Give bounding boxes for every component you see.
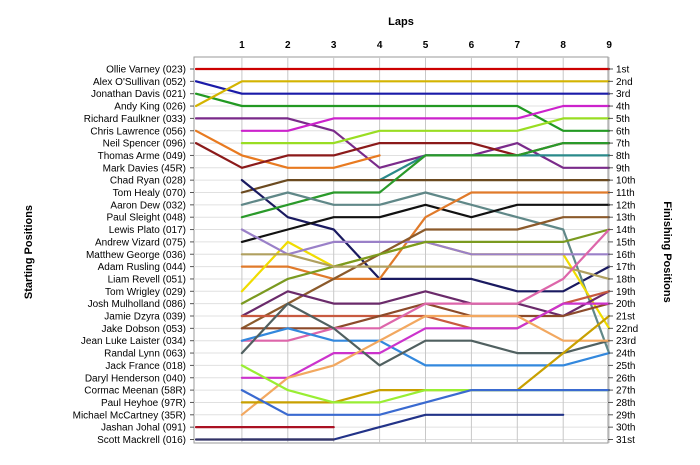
starting-position-label: Liam Revell (051) [108,274,186,285]
x-tick-label: 2 [285,40,291,51]
starting-position-label: Neil Spencer (096) [103,139,186,150]
finishing-position-label: 29th [616,410,635,421]
series-line [240,228,611,305]
starting-position-label: Lewis Plato (017) [109,225,186,236]
starting-position-label: Adam Rusling (044) [98,262,186,273]
finishing-position-label: 10th [616,176,635,187]
starting-position-label: Mark Davies (45R) [103,163,186,174]
x-tick-label: 7 [515,40,521,51]
x-tick-label: 4 [377,40,383,51]
x-tick-labels: 1 2 3 4 5 6 7 8 9 [239,40,612,51]
finishing-position-label: 23rd [616,336,636,347]
series-line [194,80,611,108]
finishing-position-label: 5th [616,114,630,125]
finishing-position-label: 22nd [616,324,638,335]
finishing-position-label: 28th [616,398,635,409]
series-line [240,253,611,280]
finishing-position-label: 26th [616,373,635,384]
x-tick-label: 6 [469,40,475,51]
finishing-position-label: 20th [616,299,635,310]
finishing-position-label: 31st [616,435,635,446]
series-line [240,117,611,145]
starting-position-labels: Ollie Varney (023)Alex O'Sullivan (052)J… [73,65,194,446]
series-line [240,179,611,293]
finishing-position-label: 9th [616,163,630,174]
series-line [240,179,611,194]
x-tick-label: 3 [331,40,337,51]
finishing-position-label: 8th [616,151,630,162]
starting-position-label: Paul Sleight (048) [107,213,187,224]
finishing-position-label: 13th [616,213,635,224]
finishing-position-label: 1st [616,65,630,76]
x-tick-label: 8 [560,40,566,51]
starting-position-label: Andy King (026) [114,102,186,113]
series-line [240,314,611,416]
starting-position-label: Josh Mulholland (086) [88,299,186,310]
finishing-position-label: 6th [616,126,630,137]
starting-position-label: Richard Faulkner (033) [84,114,186,125]
finishing-position-label: 11th [616,188,635,199]
finishing-position-label: 27th [616,386,635,397]
x-tick-label: 1 [239,40,245,51]
starting-position-label: Scott Mackrell (016) [97,435,186,446]
finishing-position-label: 4th [616,102,630,113]
y-axis-label-right: Finishing Positions [661,201,673,302]
finishing-position-label: 25th [616,361,635,372]
starting-position-label: Matthew George (036) [86,250,186,261]
finishing-position-label: 16th [616,250,635,261]
starting-position-label: Paul Heyhoe (97R) [101,398,186,409]
finishing-position-label: 12th [616,200,635,211]
series-line [240,191,611,280]
series-line [240,142,611,219]
starting-position-label: Chris Lawrence (056) [90,126,186,137]
starting-position-label: Alex O'Sullivan (052) [93,77,186,88]
starting-position-label: Cormac Meenan (58R) [84,386,186,397]
starting-position-label: Aaron Dew (032) [110,200,186,211]
starting-position-label: Jonathan Davis (021) [91,89,186,100]
finishing-position-label: 24th [616,349,635,360]
starting-position-label: Tom Wrigley (029) [105,287,186,298]
series-line [194,80,611,95]
starting-position-label: Randal Lynn (063) [104,349,186,360]
finishing-position-label: 17th [616,262,635,273]
starting-position-label: Jashan Johal (091) [101,423,186,434]
series-line [194,129,381,169]
finishing-position-label: 30th [616,423,635,434]
starting-position-label: Jack France (018) [105,361,186,372]
series-line [240,104,611,132]
finishing-position-label: 19th [616,287,635,298]
starting-position-label: Michael McCartney (35R) [73,410,186,421]
y-axis-label-left: Starting Positions [23,205,35,299]
finishing-position-label: 2nd [616,77,633,88]
series-line [240,389,611,416]
x-tick-label: 5 [423,40,429,51]
starting-position-label: Ollie Varney (023) [106,65,186,76]
series-line [194,92,611,132]
starting-position-label: Jean Luke Laister (034) [81,336,186,347]
starting-position-label: Daryl Henderson (040) [85,373,186,384]
starting-position-label: Andrew Vizard (075) [95,237,186,248]
finishing-position-label: 15th [616,237,635,248]
starting-position-label: Tom Healy (070) [113,188,186,199]
series-line [240,203,611,243]
finishing-position-label: 7th [616,139,630,150]
finishing-position-label: 18th [616,274,635,285]
finishing-position-label: 14th [616,225,635,236]
x-tick-label: 9 [606,40,612,51]
series-line [240,191,611,355]
series-line [240,302,611,379]
starting-position-label: Jake Dobson (053) [102,324,187,335]
finishing-position-label: 3rd [616,89,630,100]
starting-position-label: Chad Ryan (028) [110,176,186,187]
starting-position-label: Jamie Dzyra (039) [104,312,186,323]
series-lines [194,67,611,441]
series-line [240,228,611,342]
chart-title: Laps [388,16,414,28]
finishing-position-label: 21st [616,312,635,323]
starting-position-label: Thomas Arme (049) [98,151,186,162]
series-line [240,302,611,367]
